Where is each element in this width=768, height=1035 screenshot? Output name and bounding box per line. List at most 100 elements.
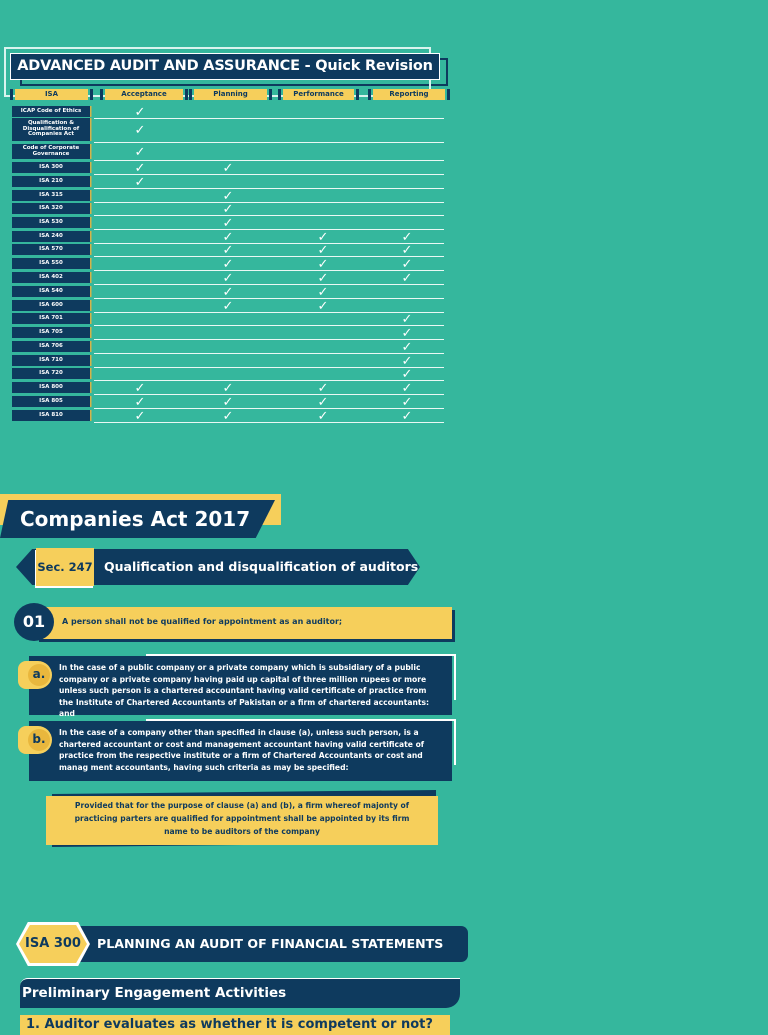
check-icon: ✓ (401, 325, 413, 341)
item-number-badge: 01 (14, 603, 54, 641)
column-header-planning: Planning (189, 89, 272, 100)
table-row: ISA 320 ✓ (12, 201, 448, 217)
check-icon: ✓ (317, 408, 329, 424)
row-divider (94, 117, 444, 119)
check-icon: ✓ (401, 256, 413, 272)
check-icon: ✓ (401, 311, 413, 327)
row-label: ISA 210 (12, 176, 90, 187)
clause-b-outline (146, 719, 456, 765)
row-divider (94, 366, 444, 368)
section-title: Qualification and disqualification of au… (104, 559, 419, 574)
column-header-reporting: Reporting (368, 89, 450, 100)
check-icon: ✓ (401, 380, 413, 396)
check-icon: ✓ (222, 229, 234, 245)
row-label: Qualification & Disqualification of Comp… (12, 118, 90, 141)
section-number-badge: Sec. 247 (36, 548, 94, 586)
row-divider (94, 255, 444, 257)
table-row: ISA 210 ✓ (12, 175, 448, 189)
table-row: ISA 540 ✓ ✓ (12, 284, 448, 300)
row-divider (94, 297, 444, 299)
column-header-performance: Performance (278, 89, 359, 100)
check-icon: ✓ (317, 380, 329, 396)
table-row: ISA 240 ✓ ✓ ✓ (12, 229, 448, 245)
check-icon: ✓ (134, 144, 146, 160)
check-icon: ✓ (401, 408, 413, 424)
row-label: ISA 530 (12, 217, 90, 228)
row-divider (94, 311, 444, 313)
subheading-banner (20, 978, 460, 1008)
check-icon: ✓ (134, 408, 146, 424)
row-divider (94, 173, 444, 175)
clause-a-box: In the case of a public company or a pri… (29, 656, 452, 719)
row-divider (94, 421, 444, 423)
row-label: ISA 300 (12, 162, 90, 173)
check-icon: ✓ (401, 229, 413, 245)
check-icon: ✓ (317, 229, 329, 245)
check-icon: ✓ (317, 242, 329, 258)
check-icon: ✓ (222, 270, 234, 286)
row-divider (94, 324, 444, 326)
isa300-title: PLANNING AN AUDIT OF FINANCIAL STATEMENT… (97, 936, 444, 951)
table-row: ISA 706 ✓ (12, 339, 448, 355)
clause-a-outline (146, 654, 456, 700)
check-icon: ✓ (222, 284, 234, 300)
row-label: ISA 550 (12, 258, 90, 269)
check-icon: ✓ (222, 160, 234, 176)
row-divider (94, 352, 444, 354)
row-label: ISA 570 (12, 244, 90, 255)
check-icon: ✓ (401, 339, 413, 355)
section-heading: Companies Act 2017 (0, 500, 275, 538)
row-divider (94, 283, 444, 285)
row-divider (94, 379, 444, 381)
check-icon: ✓ (222, 242, 234, 258)
row-label: ISA 706 (12, 341, 90, 352)
table-row: ISA 805 ✓ ✓ ✓ ✓ (12, 394, 448, 410)
row-label: ICAP Code of Ethics (12, 106, 90, 117)
check-icon: ✓ (134, 394, 146, 410)
row-label: ISA 240 (12, 231, 90, 242)
row-divider (94, 407, 444, 409)
row-divider (94, 187, 444, 189)
row-label: ISA 705 (12, 327, 90, 338)
check-icon: ✓ (401, 270, 413, 286)
check-icon: ✓ (134, 160, 146, 176)
check-icon: ✓ (222, 394, 234, 410)
check-icon: ✓ (222, 188, 234, 204)
table-header: ISA Acceptance Planning Performance Repo… (10, 89, 450, 101)
column-header-isa: ISA (10, 89, 93, 100)
clause-b-text: In the case of a company other than spec… (59, 728, 425, 772)
item-bar (36, 607, 452, 639)
row-label: ISA 800 (12, 382, 90, 393)
row-label: Code of Corporate Governance (12, 144, 90, 159)
row-divider (94, 393, 444, 395)
row-label: ISA 320 (12, 203, 90, 214)
check-icon: ✓ (222, 298, 234, 314)
row-label: ISA 540 (12, 286, 90, 297)
page-title: ADVANCED AUDIT AND ASSURANCE - Quick Rev… (10, 53, 440, 80)
check-icon: ✓ (222, 215, 234, 231)
row-divider (94, 201, 444, 203)
check-icon: ✓ (222, 256, 234, 272)
row-label: ISA 701 (12, 313, 90, 324)
check-icon: ✓ (401, 242, 413, 258)
table-row: ISA 800 ✓ ✓ ✓ ✓ (12, 380, 448, 396)
table-row: ISA 530 ✓ (12, 215, 448, 231)
row-divider (94, 141, 444, 143)
check-icon: ✓ (134, 122, 146, 138)
row-divider (94, 269, 444, 271)
row-label: ISA 805 (12, 396, 90, 407)
table-row: ISA 315 ✓ (12, 188, 448, 204)
row-label: ISA 600 (12, 300, 90, 311)
item-text: A person shall not be qualified for appo… (62, 617, 343, 626)
check-icon: ✓ (134, 104, 146, 120)
clause-b-box: In the case of a company other than spec… (29, 721, 452, 781)
row-divider (94, 228, 444, 230)
table-row: ISA 550 ✓ ✓ ✓ (12, 256, 448, 272)
table-row: ISA 402 ✓ ✓ ✓ (12, 270, 448, 286)
check-icon: ✓ (317, 270, 329, 286)
row-label: ISA 810 (12, 410, 90, 421)
row-divider (94, 338, 444, 340)
table-row: Qualification & Disqualification of Comp… (12, 118, 448, 143)
clause-a-text: In the case of a public company or a pri… (59, 663, 430, 719)
check-icon: ✓ (222, 201, 234, 217)
